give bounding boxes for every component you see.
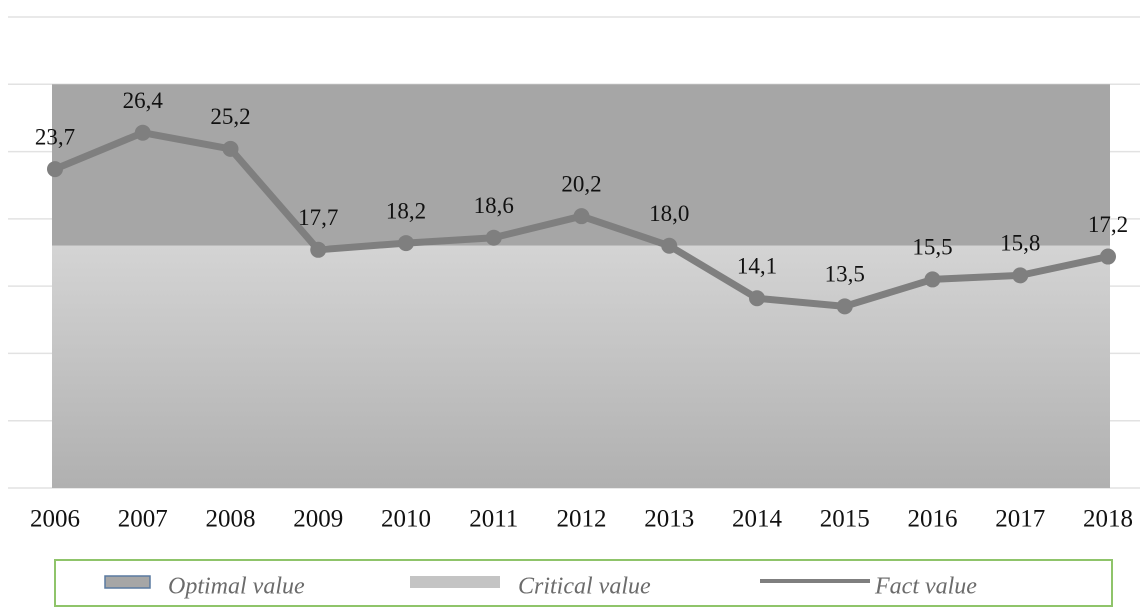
data-point	[222, 140, 239, 157]
data-label: 20,2	[561, 171, 601, 196]
data-point	[661, 237, 678, 254]
data-point	[573, 208, 590, 225]
data-point	[485, 229, 502, 246]
data-label: 17,7	[298, 205, 338, 230]
x-tick-label: 2018	[1083, 506, 1133, 533]
data-point	[749, 290, 765, 307]
legend-swatch	[410, 576, 500, 588]
band	[52, 245, 1110, 488]
x-tick-label: 2016	[908, 506, 958, 533]
legend-label: Critical value	[518, 574, 651, 600]
data-label: 18,2	[386, 198, 426, 223]
x-tick-label: 2015	[820, 506, 870, 533]
x-tick-label: 2008	[206, 506, 256, 533]
legend-label: Fact value	[874, 574, 977, 600]
data-label: 25,2	[210, 104, 250, 129]
data-label: 26,4	[123, 88, 164, 113]
data-point	[1012, 267, 1029, 284]
data-point	[398, 235, 414, 252]
data-point	[310, 241, 327, 258]
data-point	[1100, 248, 1116, 265]
data-label: 18,6	[474, 193, 514, 218]
x-tick-label: 2009	[293, 506, 343, 533]
data-label: 14,1	[737, 254, 777, 279]
data-label: 18,0	[649, 201, 689, 226]
x-tick-label: 2010	[381, 506, 431, 533]
legend-label: Optimal value	[168, 574, 305, 600]
x-tick-label: 2011	[469, 506, 518, 533]
x-tick-label: 2012	[557, 506, 607, 533]
data-point	[924, 271, 941, 288]
data-point	[47, 161, 63, 178]
data-label: 15,5	[912, 235, 952, 260]
x-tick-label: 2007	[118, 506, 168, 533]
x-tick-label: 2006	[30, 506, 80, 533]
data-point	[134, 124, 151, 141]
data-label: 17,2	[1088, 212, 1128, 237]
legend-swatch	[104, 575, 151, 589]
data-label: 23,7	[35, 124, 75, 149]
x-tick-label: 2017	[995, 506, 1045, 533]
x-tick-label: 2013	[644, 506, 694, 533]
x-tick-label: 2014	[732, 506, 783, 533]
data-label: 13,5	[825, 262, 865, 287]
data-point	[836, 298, 853, 315]
data-label: 15,8	[1000, 231, 1040, 256]
legend-box	[54, 559, 1113, 607]
